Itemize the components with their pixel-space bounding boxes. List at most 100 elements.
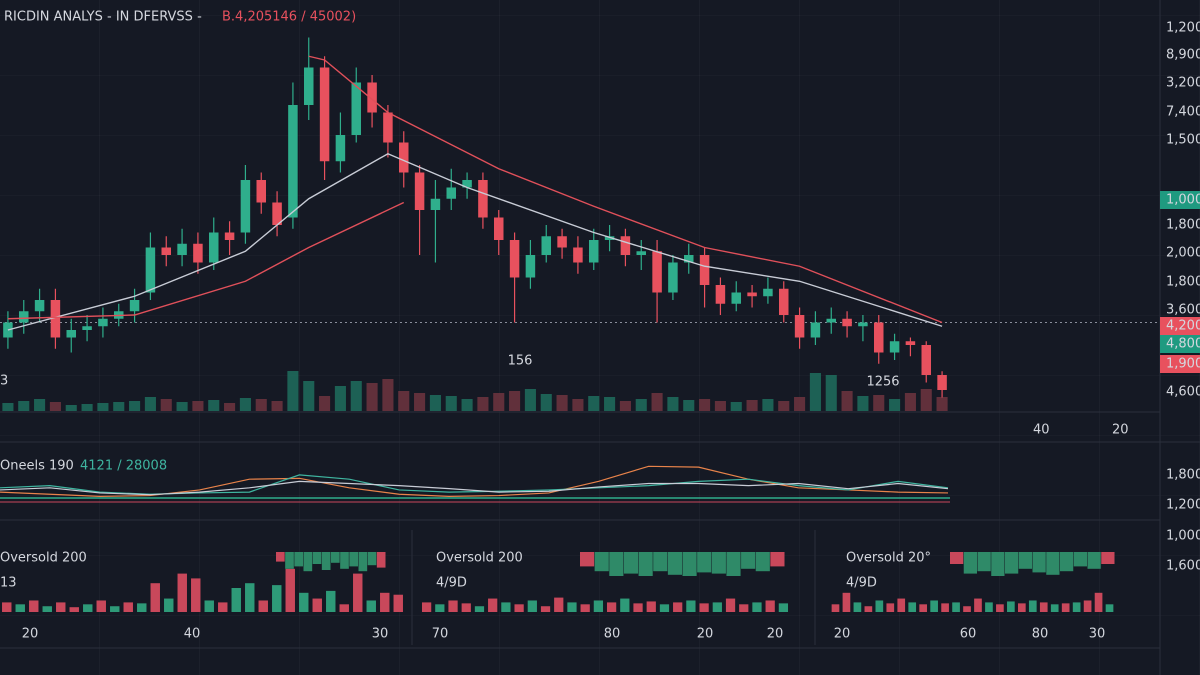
- histogram-bar: [204, 600, 214, 612]
- histogram-bar: [952, 602, 960, 612]
- volume-bar: [588, 396, 600, 411]
- histogram-bar: [421, 602, 432, 612]
- lower-axis-label: 1,000: [1166, 529, 1200, 544]
- candle-body: [82, 326, 92, 330]
- histogram-bar: [864, 606, 873, 612]
- price-axis-label: 1,000: [1166, 193, 1200, 208]
- histogram-bar: [739, 604, 749, 612]
- volume-bar: [493, 393, 505, 411]
- volume-bar: [255, 399, 267, 411]
- histogram-bar: [686, 600, 696, 612]
- panel-x-label: 30: [372, 627, 389, 642]
- histogram-bar: [150, 583, 160, 612]
- volume-bar: [366, 383, 378, 411]
- panel-x-label: 80: [1032, 627, 1049, 642]
- histogram-bar: [842, 592, 851, 612]
- histogram-bar: [897, 598, 906, 612]
- volume-bar: [81, 404, 93, 411]
- price-axis-label: 4,200: [1166, 319, 1200, 334]
- price-axis-label: 1,200: [1166, 21, 1200, 36]
- candle-body: [636, 251, 646, 255]
- volume-bar: [857, 396, 869, 411]
- volume-bar: [2, 403, 14, 411]
- candle-body: [129, 300, 140, 312]
- candle-body: [367, 82, 377, 113]
- histogram-bar: [56, 602, 66, 612]
- volume-bar: [794, 397, 806, 411]
- volume-bar: [382, 379, 394, 411]
- volume-bar: [746, 400, 758, 411]
- candle-body: [240, 180, 251, 233]
- candle-body: [209, 232, 219, 263]
- strip-bar: [1087, 552, 1101, 569]
- volume-bar: [192, 401, 204, 411]
- panel-title: Oversold 200: [436, 551, 523, 566]
- strip-bar: [623, 552, 639, 574]
- lower-axis-label: 1,800: [1166, 468, 1200, 483]
- histogram-bar: [593, 600, 604, 612]
- histogram-bar: [42, 606, 52, 612]
- histogram-bar: [393, 594, 403, 612]
- histogram-bar: [474, 606, 485, 612]
- moving-average: [308, 55, 943, 324]
- volume-bar: [319, 396, 331, 411]
- candle-body: [509, 240, 520, 278]
- strip-bar: [285, 552, 294, 569]
- strip-bar: [1073, 552, 1087, 567]
- candle-body: [383, 112, 393, 143]
- candle-body: [224, 232, 235, 240]
- volume-bar: [334, 386, 346, 411]
- candle-body: [779, 288, 789, 315]
- candle-body: [256, 180, 266, 203]
- volume-bar: [904, 393, 916, 411]
- strip-bar: [977, 552, 991, 572]
- candle-body: [50, 300, 61, 338]
- histogram-bar: [996, 604, 1004, 612]
- strip-bar: [1101, 552, 1115, 564]
- histogram-bar: [886, 603, 895, 612]
- histogram-bar: [659, 604, 670, 612]
- volume-bar: [683, 400, 695, 411]
- strip-bar: [653, 552, 668, 572]
- strip-bar: [991, 552, 1005, 576]
- time-axis-label: 20: [1112, 423, 1129, 438]
- volume-bar: [461, 399, 473, 411]
- histogram-bar: [752, 602, 762, 612]
- volume-bar: [509, 391, 521, 411]
- candle-body: [858, 322, 868, 327]
- histogram-bar: [725, 598, 736, 612]
- histogram-bar: [554, 597, 564, 612]
- candle-body: [98, 318, 108, 327]
- candle-body: [430, 198, 441, 210]
- volume-bar: [699, 399, 711, 411]
- volume-bar: [524, 389, 536, 411]
- header-title: RICDIN ANALYS - IN DFERVSS -: [4, 10, 202, 25]
- histogram-bar: [339, 604, 349, 612]
- volume-bar: [287, 371, 299, 411]
- volume-bar: [398, 391, 410, 411]
- strip-bar: [1060, 552, 1074, 572]
- candle-body: [272, 202, 282, 225]
- price-axis-label: 4,600: [1166, 385, 1200, 400]
- histogram-bar: [380, 592, 390, 612]
- strip-bar: [697, 552, 712, 573]
- chart-annotation: 3: [0, 374, 8, 389]
- volume-bar: [445, 396, 457, 411]
- volume-bar: [144, 397, 156, 411]
- histogram-bar: [963, 606, 971, 612]
- strip-bar: [321, 552, 331, 570]
- histogram-bar: [137, 603, 147, 612]
- volume-bar: [619, 401, 631, 411]
- strip-bar: [349, 552, 358, 567]
- histogram-bar: [1083, 600, 1092, 612]
- histogram-bar: [501, 602, 511, 612]
- candle-body: [652, 251, 662, 293]
- volume-bar: [160, 399, 172, 411]
- histogram-bar: [2, 602, 12, 612]
- candle-body: [715, 285, 726, 304]
- candle-body: [889, 341, 900, 353]
- histogram-bar: [83, 604, 93, 612]
- candle-body: [668, 262, 678, 293]
- histogram-bar: [110, 606, 120, 612]
